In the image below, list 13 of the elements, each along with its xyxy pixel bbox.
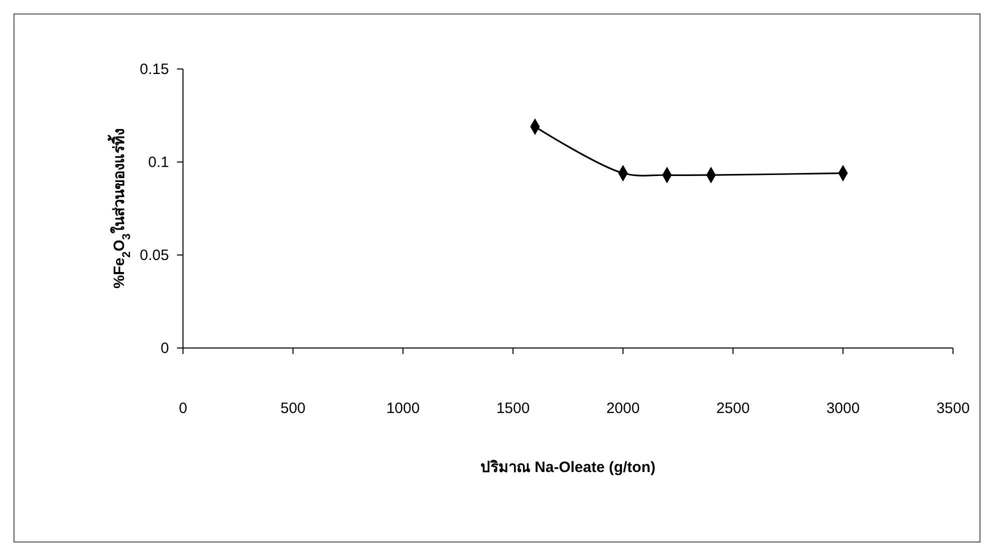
x-tick-label: 2500 — [716, 400, 750, 417]
x-tick-label: 3000 — [826, 400, 860, 417]
x-tick-label: 1000 — [386, 400, 420, 417]
x-tick-label: 2000 — [606, 400, 640, 417]
x-tick-label: 3500 — [936, 400, 970, 417]
x-tick-label: 500 — [280, 400, 306, 417]
y-tick-label: 0.1 — [148, 154, 169, 171]
x-axis-title: ปริมาณ Na-Oleate (g/ton) — [480, 458, 656, 476]
y-tick-label: 0.15 — [140, 61, 169, 78]
x-tick-label: 0 — [178, 400, 188, 417]
y-tick-label: 0.05 — [140, 247, 169, 264]
y-tick-label: 0 — [160, 340, 169, 357]
x-tick-label: 1500 — [496, 400, 530, 417]
